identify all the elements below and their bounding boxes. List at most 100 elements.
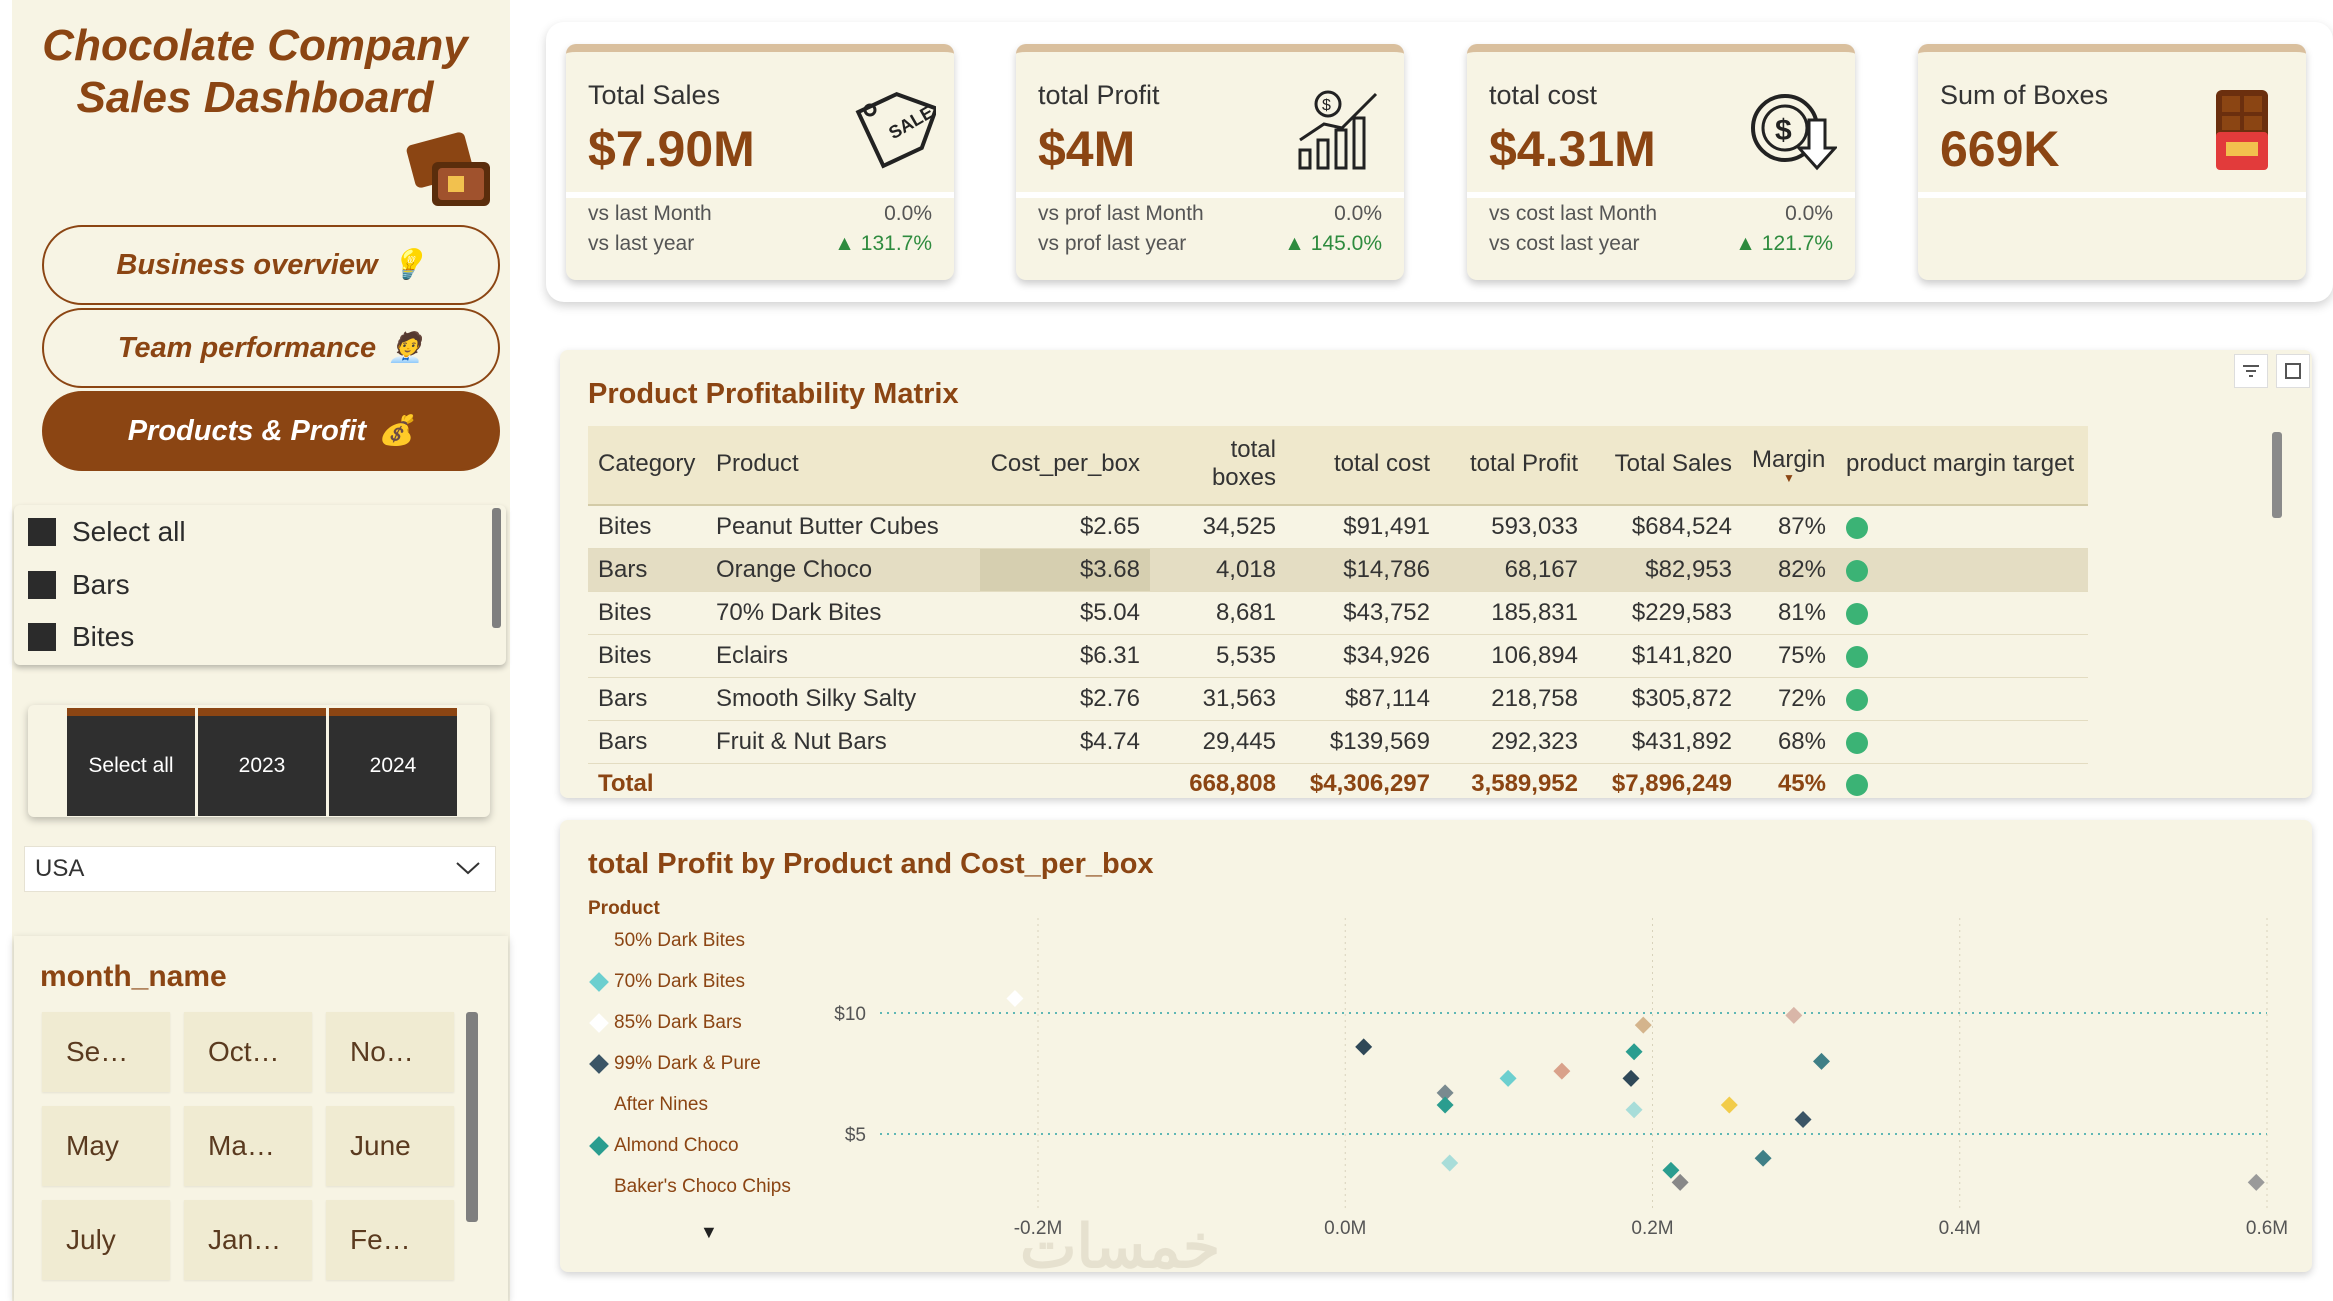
column-header[interactable]: Product [706, 426, 980, 506]
y-tick-label: $5 [845, 1125, 866, 1146]
month-tile[interactable]: May [42, 1106, 170, 1186]
target-status-dot [1846, 731, 1868, 754]
target-status-dot [1846, 602, 1868, 625]
column-header[interactable]: Cost_per_box [980, 426, 1150, 506]
scatter-point[interactable] [1436, 1084, 1454, 1102]
x-tick-label: 0.6M [2246, 1218, 2288, 1239]
scatter-point[interactable] [1785, 1006, 1803, 1024]
year-2024[interactable]: 2024 [329, 708, 457, 816]
x-tick-label: -0.2M [1014, 1218, 1063, 1239]
table-header-row: Category Product Cost_per_box total boxe… [588, 426, 2088, 506]
matrix-scrollbar[interactable] [2272, 432, 2282, 518]
x-tick-label: 0.0M [1324, 1218, 1366, 1239]
month-tile[interactable]: June [326, 1106, 454, 1186]
scatter-point[interactable] [1634, 1016, 1652, 1034]
legend-item[interactable]: Baker's Choco Chips [592, 1176, 791, 1198]
kpi-value: $4.31M [1489, 121, 1656, 177]
scatter-point[interactable] [1436, 1096, 1454, 1114]
scatter-point[interactable] [1662, 1161, 1680, 1179]
dollar-down-icon: $ [1745, 84, 1839, 176]
kpi-value: 669K [1940, 121, 2060, 177]
chevron-down-icon [455, 857, 481, 885]
column-header[interactable]: total boxes [1150, 426, 1286, 506]
year-select-all[interactable]: Select all [67, 708, 195, 816]
legend-item[interactable]: 99% Dark & Pure [589, 1053, 761, 1075]
legend-item[interactable]: 85% Dark Bars [589, 1012, 742, 1034]
nav-label: Business overview [116, 248, 378, 281]
scatter-point[interactable] [1754, 1149, 1772, 1167]
column-header[interactable]: product margin target [1836, 426, 2088, 506]
scatter-point[interactable] [1499, 1069, 1517, 1087]
scatter-point[interactable] [1006, 989, 1024, 1007]
table-row[interactable]: Bites 70% Dark Bites $5.04 8,681 $43,752 185,… [588, 591, 2088, 635]
chocolate-bar-icon [2196, 84, 2288, 176]
scatter-point[interactable] [1794, 1110, 1812, 1128]
column-header[interactable]: Category [588, 426, 706, 506]
table-row[interactable]: Bars Orange Choco $3.68 4,018 $14,786 68,167 $… [588, 548, 2088, 592]
category-scrollbar[interactable] [492, 508, 501, 628]
month-tile[interactable]: Fe… [326, 1200, 454, 1280]
svg-text:$: $ [1322, 97, 1331, 114]
month-tile[interactable]: Oct… [184, 1012, 312, 1092]
nav-business-overview-button[interactable]: Business overview 💡 [42, 225, 500, 305]
scatter-point[interactable] [1622, 1069, 1640, 1087]
checkbox[interactable] [28, 571, 56, 599]
scatter-panel [560, 820, 2312, 1272]
column-header[interactable]: total cost [1286, 426, 1440, 506]
legend-item[interactable]: 70% Dark Bites [589, 971, 745, 993]
month-scrollbar[interactable] [466, 1012, 478, 1222]
category-slicer [14, 505, 506, 665]
month-tile[interactable]: Se… [42, 1012, 170, 1092]
checkbox[interactable] [28, 623, 56, 651]
column-header[interactable]: Total Sales [1588, 426, 1742, 506]
year-2023[interactable]: 2023 [198, 708, 326, 816]
legend-item[interactable]: After Nines [592, 1094, 708, 1116]
checkbox[interactable] [28, 518, 56, 546]
month-tile[interactable]: No… [326, 1012, 454, 1092]
table-row[interactable]: Bars Fruit & Nut Bars $4.74 29,445 $139,569 2… [588, 720, 2088, 764]
category-select-all[interactable]: Select all [28, 512, 186, 552]
kpi-total-profit: total Profit $4M $ vs prof last Month 0.0… [1016, 44, 1404, 280]
scatter-point[interactable] [1625, 1043, 1643, 1061]
scatter-point[interactable] [1441, 1154, 1459, 1172]
kpi-value: $4M [1038, 121, 1136, 177]
column-header-margin[interactable]: Margin ▼ [1742, 426, 1836, 506]
person-icon: 🧑‍💼 [388, 332, 425, 364]
country-dropdown[interactable]: USA [24, 846, 496, 892]
legend-scroll-down-icon[interactable]: ▼ [700, 1222, 718, 1242]
column-header[interactable]: total Profit [1440, 426, 1588, 506]
bulb-icon: 💡 [389, 249, 426, 281]
dashboard-title: Chocolate Company Sales Dashboard [20, 20, 490, 124]
nav-products-profit-button[interactable]: Products & Profit 💰 [42, 391, 500, 471]
x-tick-label: 0.4M [1939, 1218, 1981, 1239]
month-tile[interactable]: July [42, 1200, 170, 1280]
table-row[interactable]: Bars Smooth Silky Salty $2.76 31,563 $87,114… [588, 677, 2088, 721]
scatter-point[interactable] [1553, 1062, 1571, 1080]
scatter-point[interactable] [1720, 1096, 1738, 1114]
x-tick-label: 0.2M [1631, 1218, 1673, 1239]
legend-item[interactable]: Almond Choco [589, 1135, 739, 1157]
category-bites[interactable]: Bites [28, 617, 134, 657]
nav-team-performance-button[interactable]: Team performance 🧑‍💼 [42, 308, 500, 388]
scatter-point[interactable] [1355, 1038, 1373, 1056]
scatter-point[interactable] [1625, 1101, 1643, 1119]
legend-item[interactable]: 50% Dark Bites [592, 930, 745, 952]
table-row[interactable]: Bites Peanut Butter Cubes $2.65 34,525 $91,4… [588, 505, 2088, 549]
filter-icon[interactable] [2234, 354, 2268, 388]
kpi-value: $7.90M [588, 121, 755, 177]
scatter-point[interactable] [1813, 1052, 1830, 1070]
table-row[interactable]: Bites Eclairs $6.31 5,535 $34,926 106,894 $141… [588, 634, 2088, 678]
category-bars[interactable]: Bars [28, 565, 130, 605]
focus-mode-icon[interactable] [2276, 354, 2310, 388]
country-value: USA [35, 855, 85, 882]
y-tick-label: $10 [834, 1004, 866, 1025]
scatter-point[interactable] [1671, 1173, 1689, 1191]
scatter-point[interactable] [2247, 1173, 2265, 1191]
month-tile[interactable]: Ma… [184, 1106, 312, 1186]
checkbox-label: Bars [72, 569, 130, 600]
target-status-dot [1846, 688, 1868, 711]
sort-desc-icon: ▼ [1783, 471, 1795, 485]
nav-label: Team performance [117, 331, 377, 364]
month-tile[interactable]: Jan… [184, 1200, 312, 1280]
